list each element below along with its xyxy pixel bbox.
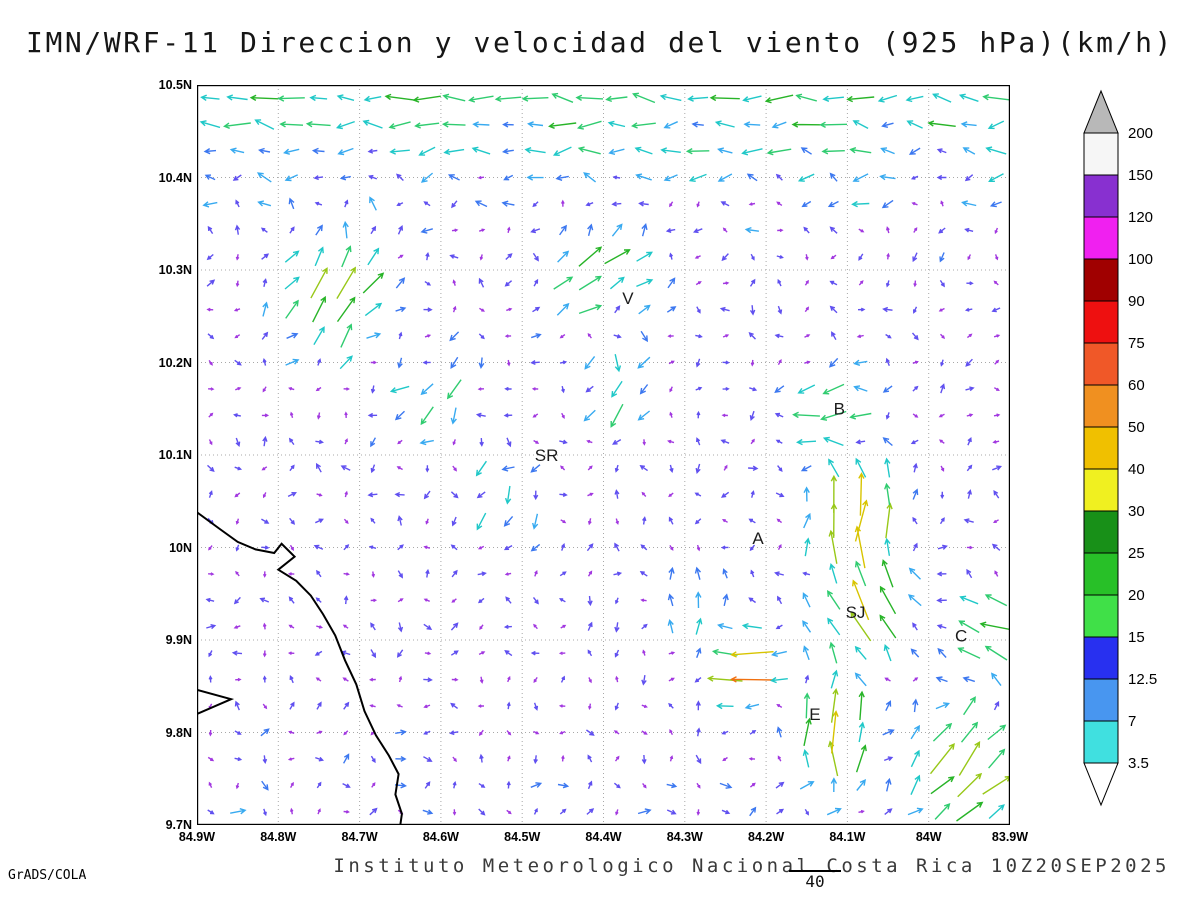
station-labels: VBSRASJCEI [535, 289, 1010, 724]
x-tick-label: 84W [915, 830, 942, 844]
station-label: E [809, 705, 820, 724]
colorbar-segment [1083, 342, 1119, 386]
colorbar-segment [1083, 426, 1119, 470]
grads-credit: GrADS/COLA [8, 868, 87, 883]
colorbar-segment [1083, 174, 1119, 218]
y-tick-label: 10.3N [158, 263, 192, 277]
station-label: SJ [846, 603, 866, 622]
colorbar-segment [1083, 216, 1119, 260]
colorbar-tick-label: 30 [1128, 503, 1145, 520]
wind-vector-map: VBSRASJCEI [197, 85, 1010, 825]
colorbar-legend: 3.5 7 12.5 15 20 25 30 40 50 60 75 90 100 120 150 200 [1083, 89, 1157, 807]
reference-vector-label: 40 [805, 872, 825, 891]
colorbar-tick-label: 3.5 [1128, 755, 1149, 772]
y-tick-label: 10.5N [158, 78, 192, 92]
colorbar-segment [1083, 300, 1119, 344]
reference-vector-bar [789, 870, 841, 872]
plot-border [197, 85, 1010, 825]
colorbar-tick-label: 15 [1128, 629, 1145, 646]
colorbar-tick-label: 75 [1128, 335, 1145, 352]
y-tick-label: 10N [169, 540, 192, 555]
colorbar-segment [1083, 552, 1119, 596]
x-tick-label: 84.6W [422, 830, 459, 844]
colorbar-segment [1083, 678, 1119, 722]
colorbar-tick-label: 150 [1128, 167, 1153, 184]
x-tick-label: 84.2W [748, 830, 785, 844]
colorbar-tick-label: 25 [1128, 545, 1145, 562]
x-tick-label: 84.7W [341, 830, 378, 844]
colorbar-tick-label: 20 [1128, 587, 1145, 604]
colorbar-tick-label: 40 [1128, 461, 1145, 478]
colorbar-segment [1083, 132, 1119, 176]
colorbar-tick-label: 120 [1128, 209, 1153, 226]
colorbar-above-triangle [1083, 89, 1119, 134]
x-tick-label: 84.9W [178, 830, 216, 844]
colorbar-segment [1083, 468, 1119, 512]
colorbar-tick-label: 7 [1128, 713, 1136, 730]
station-label: SR [535, 446, 559, 465]
colorbar-tick-label: 50 [1128, 419, 1145, 436]
colorbar-tick-label: 90 [1128, 293, 1145, 310]
x-tick-label: 84.8W [260, 830, 297, 844]
y-tick-label: 10.2N [158, 355, 192, 370]
colorbar-segment [1083, 258, 1119, 302]
station-label: C [955, 626, 967, 645]
colorbar-tick-label: 12.5 [1128, 671, 1157, 688]
colorbar-segment [1083, 636, 1119, 680]
colorbar-below-triangle [1083, 762, 1119, 807]
station-label: V [622, 289, 634, 308]
station-label: B [834, 400, 845, 419]
y-tick-label: 9.7N [165, 818, 192, 832]
x-tick-label: 84.5W [504, 830, 541, 844]
x-tick-label: 84.1W [829, 830, 866, 844]
x-tick-label: 83.9W [991, 830, 1029, 844]
station-label: A [752, 529, 764, 548]
chart-title: IMN/WRF-11 Direccion y velocidad del vie… [26, 26, 1174, 59]
colorbar-tick-label: 200 [1128, 125, 1153, 142]
colorbar-tick-label: 60 [1128, 377, 1145, 394]
x-tick-label: 84.4W [585, 830, 622, 844]
y-tick-label: 10.4N [158, 170, 192, 185]
wind-vectors [199, 92, 1010, 822]
colorbar-segment [1083, 720, 1119, 764]
colorbar-segment [1083, 510, 1119, 554]
institution-caption: Instituto Meteorologico Nacional Costa R… [333, 855, 1170, 877]
colorbar-segment [1083, 594, 1119, 638]
y-tick-label: 9.9N [165, 633, 192, 647]
gridlines [197, 85, 1010, 825]
colorbar-segment [1083, 384, 1119, 428]
coastline [197, 511, 403, 825]
colorbar-tick-label: 100 [1128, 251, 1153, 268]
x-tick-label: 84.3W [666, 830, 703, 844]
y-tick-label: 10.1N [158, 448, 192, 462]
y-tick-label: 9.8N [165, 725, 192, 740]
